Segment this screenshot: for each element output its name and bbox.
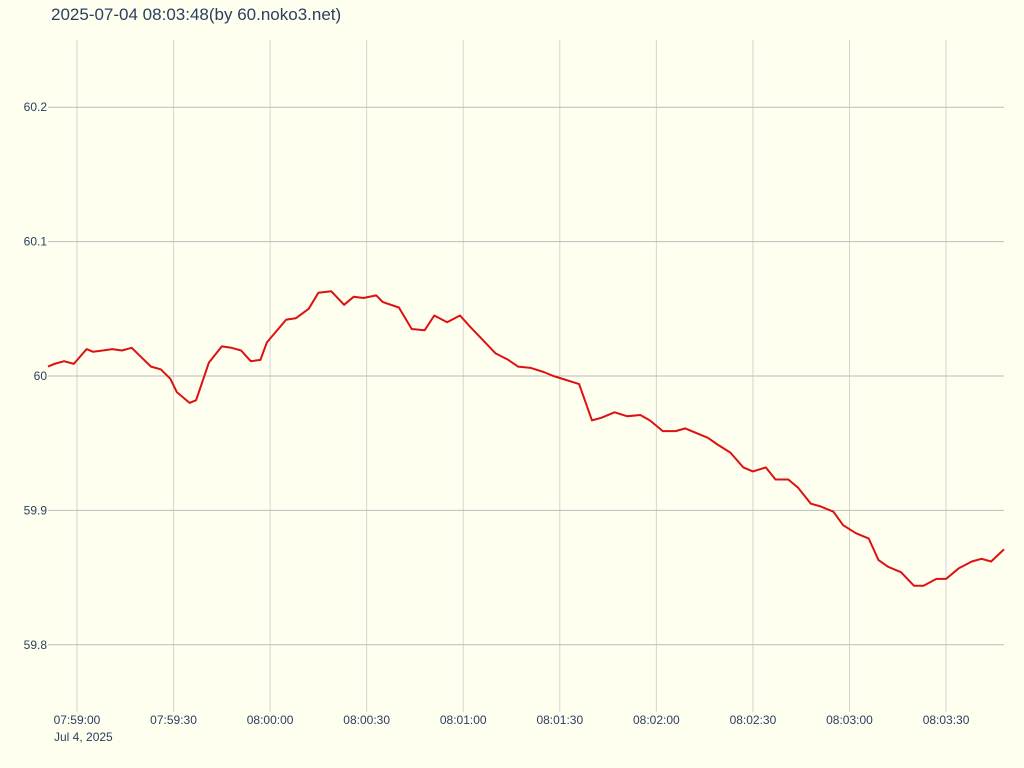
- tick-layer: Jul 4, 2025 07:59:00 07:59:30 08:00:00 08:0…: [24, 100, 970, 744]
- x-tick-label: 08:00:00: [247, 713, 294, 727]
- y-tick-label: 60: [34, 369, 48, 383]
- x-tick-label: 07:59:00: [54, 713, 101, 727]
- y-tick-label: 59.9: [24, 503, 48, 517]
- x-tick-label: 08:02:00: [633, 713, 680, 727]
- x-tick-label: 08:00:30: [343, 713, 390, 727]
- x-tick-label: 08:02:30: [730, 713, 777, 727]
- x-tick-label: 08:01:30: [536, 713, 583, 727]
- chart-title: 2025-07-04 08:03:48(by 60.noko3.net): [51, 5, 342, 24]
- grid-layer: [48, 40, 1004, 712]
- series-layer: [47, 290, 1005, 587]
- y-tick-label: 60.2: [24, 100, 48, 114]
- x-tick-label: 08:03:00: [826, 713, 873, 727]
- y-tick-label: 59.8: [24, 638, 48, 652]
- series-line: [47, 290, 1005, 587]
- x-tick-label: 08:01:00: [440, 713, 487, 727]
- x-date-label: Jul 4, 2025: [54, 730, 113, 744]
- x-tick-label: 07:59:30: [150, 713, 197, 727]
- x-tick-label: 08:03:30: [923, 713, 970, 727]
- y-tick-label: 60.1: [24, 235, 48, 249]
